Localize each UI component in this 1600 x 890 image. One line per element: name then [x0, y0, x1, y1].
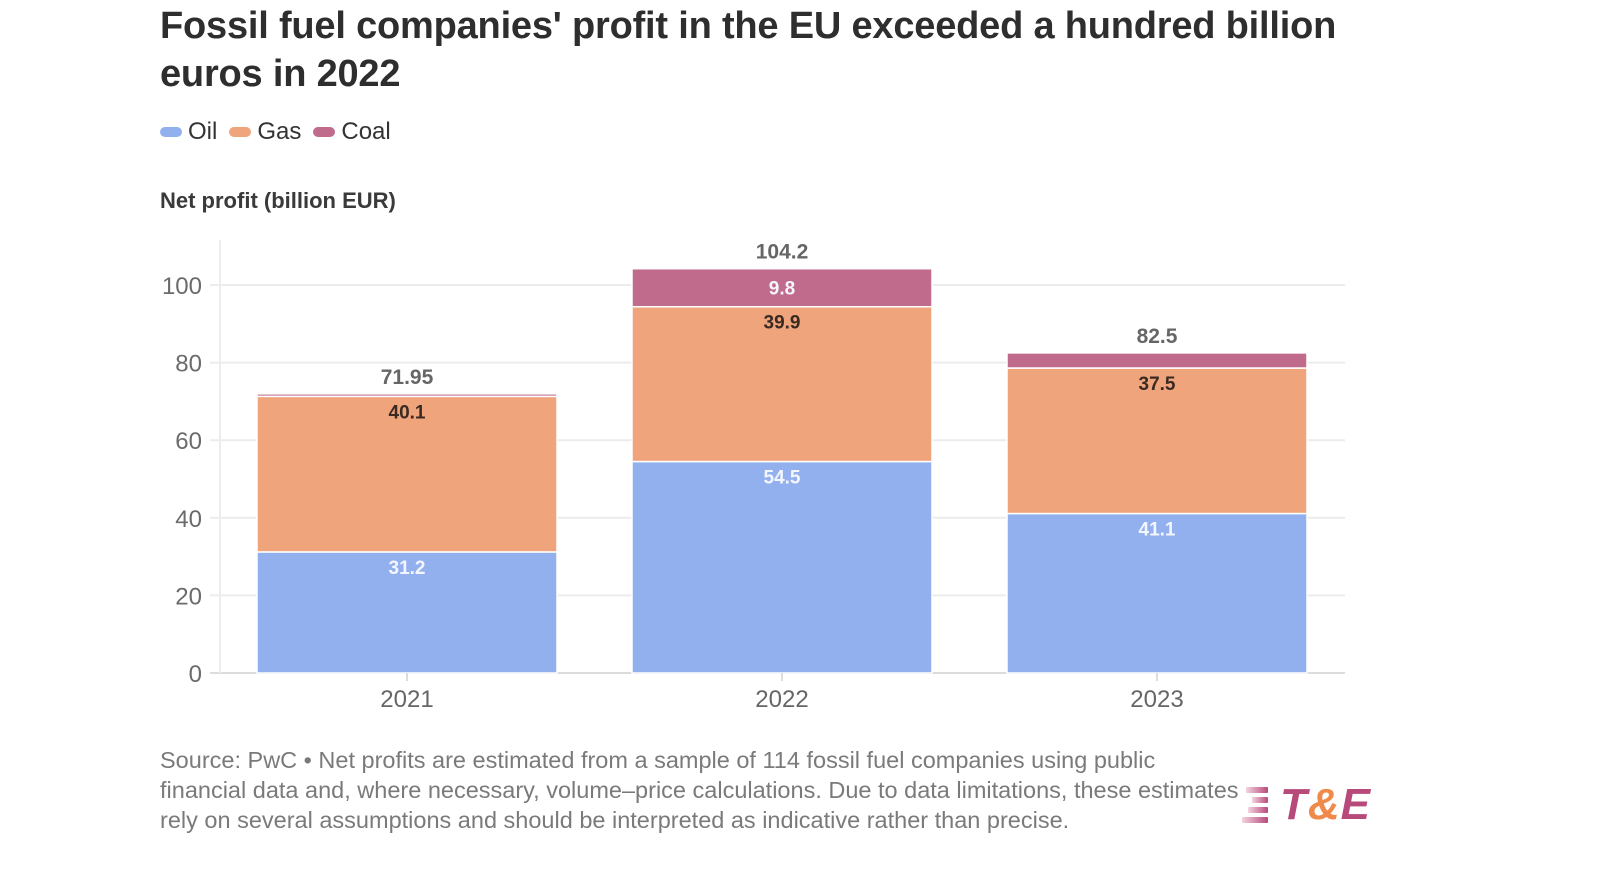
bar-oil-2022	[631, 460, 933, 674]
y-tick-label-100: 100	[162, 273, 202, 300]
y-tick-label-40: 40	[175, 506, 202, 533]
legend-item-coal: Coal	[313, 118, 391, 146]
data-label-gas-2023: 37.5	[1139, 374, 1176, 395]
legend-swatch-coal	[313, 127, 336, 137]
data-label-gas-2021: 40.1	[389, 402, 426, 423]
total-label-2021: 71.95	[381, 366, 434, 389]
data-label-coal-2022: 9.8	[769, 279, 795, 300]
bar-coal-2021	[256, 393, 558, 398]
bar-gas-2023	[1006, 367, 1308, 515]
data-label-gas-2022: 39.9	[764, 313, 801, 334]
stacked-bar-chart: 0 20 40 60 80 100 31.2 40.1 71.95 2021 54.5 39.9 9.8…	[162, 240, 1345, 713]
bar-coal-2023	[1006, 352, 1308, 369]
legend-label-coal: Coal	[341, 118, 391, 145]
legend-label-oil: Oil	[188, 118, 218, 145]
legend-item-gas: Gas	[229, 118, 301, 146]
bar-oil-2023	[1006, 512, 1308, 674]
legend-swatch-gas	[229, 127, 252, 137]
total-label-2022: 104.2	[756, 241, 809, 264]
logo-e: E	[1340, 780, 1372, 829]
logo-text: T&E	[1280, 780, 1371, 830]
logo-stripes-icon	[1240, 785, 1268, 825]
y-tick-label-0: 0	[189, 661, 202, 688]
y-tick-label-20: 20	[175, 583, 202, 610]
legend-label-gas: Gas	[257, 118, 302, 145]
logo-t: T	[1280, 780, 1308, 829]
bar-gas-2021	[256, 395, 558, 553]
legend-item-oil: Oil	[160, 118, 217, 146]
y-tick-label-80: 80	[175, 351, 202, 378]
te-logo: T&E	[1240, 780, 1371, 830]
total-label-2023: 82.5	[1137, 325, 1178, 348]
x-tick-label-2022: 2022	[755, 686, 808, 713]
bar-gas-2022	[631, 305, 933, 463]
legend-swatch-oil	[160, 127, 182, 137]
y-axis-title: Net profit (billion EUR)	[160, 188, 396, 213]
x-tick-label-2021: 2021	[380, 686, 433, 713]
chart-title: Fossil fuel companies' profit in the EU …	[160, 5, 1337, 95]
logo-ampersand: &	[1307, 780, 1341, 829]
data-label-oil-2022: 54.5	[764, 468, 801, 489]
source-notes: Source: PwC • Net profits are estimated …	[160, 747, 1239, 833]
data-label-oil-2023: 41.1	[1139, 520, 1176, 541]
legend: Oil Gas Coal	[160, 118, 403, 146]
x-tick-label-2023: 2023	[1130, 686, 1183, 713]
data-label-oil-2021: 31.2	[389, 558, 426, 579]
y-tick-label-60: 60	[175, 428, 202, 455]
bar-coal-2022	[631, 267, 933, 308]
